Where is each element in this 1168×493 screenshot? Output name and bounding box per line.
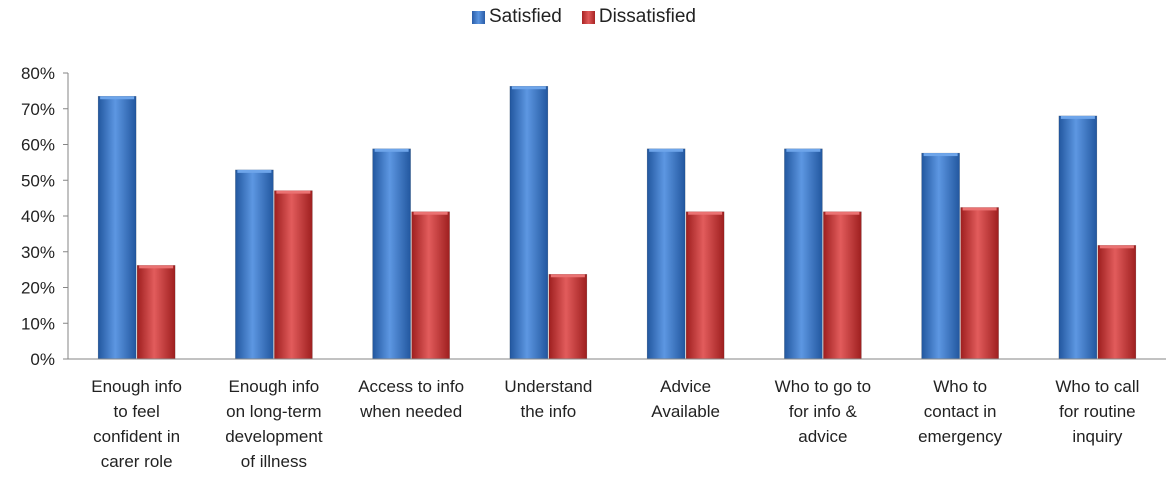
bar-top-highlight: [550, 274, 585, 278]
y-tick-label: 60%: [21, 136, 55, 155]
bar-satisfied: [97, 95, 137, 360]
x-category-label-line: confident in: [93, 427, 180, 446]
x-category-label-line: Available: [651, 402, 720, 421]
legend-item-dissatisfied: Dissatisfied: [581, 6, 697, 28]
bar-dissatisfied: [823, 211, 862, 360]
bar-satisfied: [921, 152, 960, 360]
x-category-label-line: when needed: [359, 402, 462, 421]
x-category-label-line: Enough info: [229, 377, 320, 396]
x-category-label-line: advice: [798, 427, 847, 446]
bar-top-highlight: [825, 211, 860, 215]
bar-satisfied: [784, 148, 823, 360]
legend-swatch-satisfied: [471, 10, 485, 24]
legend-label-satisfied: Satisfied: [488, 6, 562, 27]
y-tick-label: 40%: [21, 207, 55, 226]
bars: [97, 85, 1137, 360]
x-category-label-line: Enough info: [91, 377, 182, 396]
bar-dissatisfied: [548, 274, 588, 360]
bar-satisfied: [509, 85, 549, 360]
bar-top-highlight: [649, 148, 684, 152]
bar-top-highlight: [688, 211, 723, 215]
y-tick-label: 70%: [21, 100, 55, 119]
x-category-label-line: for routine: [1059, 402, 1136, 421]
bar-top-highlight: [139, 265, 174, 269]
x-category-label-line: carer role: [101, 452, 173, 471]
y-tick-label: 20%: [21, 279, 55, 298]
y-tick-label: 80%: [21, 64, 55, 83]
legend-item-satisfied: Satisfied: [471, 6, 562, 28]
bar-dissatisfied: [136, 265, 176, 360]
x-category-label-line: Advice: [660, 377, 711, 396]
bar-top-highlight: [962, 207, 997, 211]
bar-top-highlight: [276, 190, 311, 194]
x-category-label-line: of illness: [241, 452, 307, 471]
x-category-label-line: Who to go to: [775, 377, 871, 396]
y-tick-label: 50%: [21, 171, 55, 190]
bar-top-highlight: [374, 148, 409, 152]
chart-legend: Satisfied Dissatisfied: [0, 6, 1168, 28]
bar-top-highlight: [413, 211, 448, 215]
bar-satisfied: [1058, 115, 1098, 360]
legend-label-dissatisfied: Dissatisfied: [598, 6, 697, 27]
bar-dissatisfied: [411, 211, 450, 360]
x-category-label: Who to contact in emergency: [918, 377, 1003, 446]
y-axis: 0% 10% 20% 30% 40% 50% 60% 70% 80%: [21, 64, 69, 369]
x-category-label-line: Access to info: [358, 377, 464, 396]
bar-satisfied: [372, 148, 411, 360]
x-category-label-line: to feel: [113, 402, 159, 421]
bar-top-highlight: [1099, 245, 1134, 249]
bar-dissatisfied: [960, 207, 999, 360]
bar-top-highlight: [1060, 115, 1095, 119]
bar-dissatisfied: [1097, 245, 1137, 360]
x-category-label: Advice Available: [651, 377, 720, 421]
x-category-label: Who to call for routine inquiry: [1055, 377, 1139, 446]
bar-dissatisfied: [274, 190, 313, 360]
x-category-label: Enough info to feel confident in carer role: [91, 377, 182, 471]
bar-top-highlight: [511, 86, 546, 90]
x-category-label: Understand the info: [504, 377, 592, 421]
bar-top-highlight: [100, 96, 135, 100]
x-category-label-line: on long-term: [226, 402, 321, 421]
x-category-label-line: development: [225, 427, 323, 446]
x-category-label-line: for info &: [789, 402, 858, 421]
bar-top-highlight: [923, 153, 958, 157]
bar-dissatisfied: [685, 211, 725, 360]
x-category-label-line: emergency: [918, 427, 1003, 446]
y-tick-label: 30%: [21, 243, 55, 262]
x-category-label-line: Who to: [933, 377, 987, 396]
x-category-label-line: inquiry: [1072, 427, 1123, 446]
x-category-label-line: contact in: [924, 402, 997, 421]
x-category-label-line: the info: [520, 402, 576, 421]
legend-swatch-dissatisfied: [581, 10, 595, 24]
bar-top-highlight: [237, 169, 272, 173]
y-tick-label: 10%: [21, 314, 55, 333]
x-category-label: Enough info on long-term development of ill…: [225, 377, 323, 471]
y-tick-label: 0%: [30, 350, 55, 369]
bar-top-highlight: [786, 148, 821, 152]
x-category-label: Who to go to for info & advice: [775, 377, 871, 446]
x-axis: Enough info to feel confident in carer role…: [68, 358, 1166, 471]
x-category-label-line: Who to call: [1055, 377, 1139, 396]
x-category-label: Access to info when needed: [358, 377, 464, 421]
x-category-label-line: Understand: [504, 377, 592, 396]
bar-satisfied: [235, 169, 274, 360]
bar-satisfied: [646, 148, 686, 360]
